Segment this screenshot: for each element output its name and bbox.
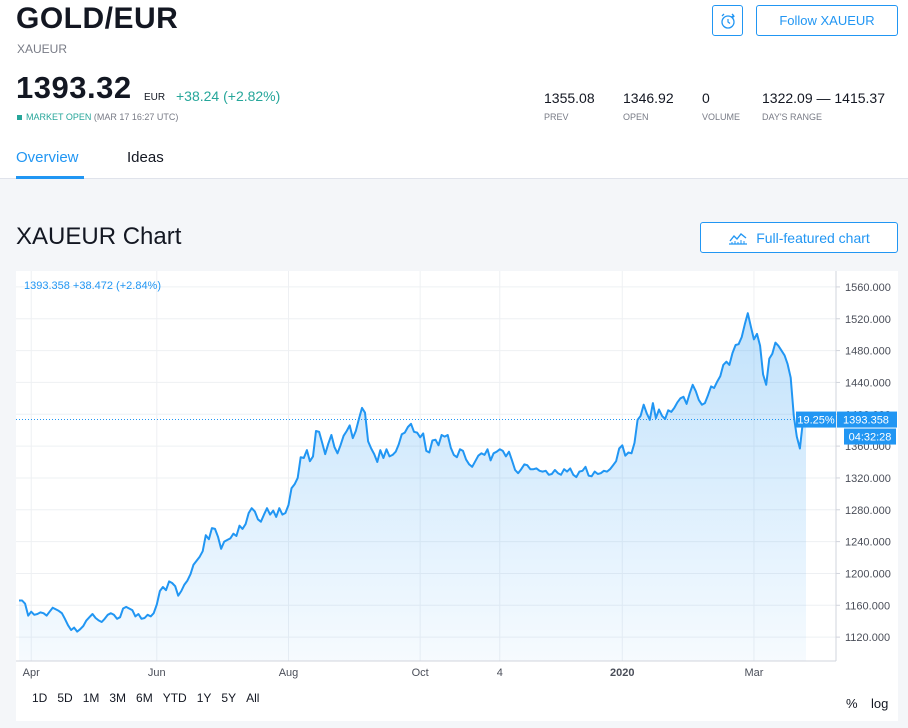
symbol-ticker: XAUEUR bbox=[17, 42, 68, 56]
y-tick-label: 1560.000 bbox=[845, 282, 891, 294]
stat-label: PREV bbox=[544, 112, 569, 122]
last-price: 1393.32 bbox=[16, 70, 132, 105]
stat-value: 1322.09 — 1415.37 bbox=[762, 90, 885, 106]
countdown-badge-label: 04:32:28 bbox=[849, 432, 892, 444]
y-tick-label: 1440.000 bbox=[845, 377, 891, 389]
stat-label: VOLUME bbox=[702, 112, 741, 122]
x-tick-label: 4 bbox=[497, 667, 503, 679]
chart-legend: 1393.358 +38.472 (+2.84%) bbox=[24, 280, 162, 292]
stat-value: 1355.08 bbox=[544, 90, 595, 106]
stat-volume: 0 VOLUME bbox=[702, 90, 740, 122]
tab-ideas[interactable]: Ideas bbox=[127, 149, 164, 166]
range-selector: 1D 5D 1M 3M 6M YTD 1Y 5Y All bbox=[32, 691, 269, 705]
symbol-title: GOLD/EUR bbox=[16, 2, 179, 35]
stat-label: DAY'S RANGE bbox=[762, 112, 823, 122]
last-price-badge-label: 1393.358 bbox=[843, 415, 889, 427]
tab-overview[interactable]: Overview bbox=[16, 149, 79, 166]
log-scale-toggle[interactable]: log bbox=[871, 696, 889, 711]
x-tick-label: Aug bbox=[279, 667, 299, 679]
stat-open: 1346.92 OPEN bbox=[623, 90, 674, 122]
follow-button[interactable]: Follow XAUEUR bbox=[756, 5, 898, 36]
y-tick-label: 1240.000 bbox=[845, 537, 891, 549]
y-tick-label: 1480.000 bbox=[845, 346, 891, 358]
stat-label: OPEN bbox=[623, 112, 649, 122]
range-5y[interactable]: 5Y bbox=[221, 691, 237, 705]
alert-button[interactable] bbox=[712, 5, 743, 36]
range-1m[interactable]: 1M bbox=[82, 691, 100, 705]
price-line bbox=[19, 312, 807, 633]
market-status-dot bbox=[17, 115, 22, 121]
price-chart[interactable]: 1560.0001520.0001480.0001440.0001400.000… bbox=[16, 271, 898, 721]
last-price-badge bbox=[837, 411, 897, 428]
range-all[interactable]: All bbox=[246, 691, 260, 705]
market-status: MARKET OPEN (MAR 17 16:27 UTC) bbox=[17, 112, 178, 122]
percent-badge-label: 19.25% bbox=[797, 415, 835, 427]
stat-prev: 1355.08 PREV bbox=[544, 90, 595, 122]
active-tab-indicator bbox=[16, 176, 84, 179]
y-tick-label: 1280.000 bbox=[845, 505, 891, 517]
x-tick-label: Mar bbox=[744, 667, 763, 679]
alarm-clock-icon bbox=[720, 13, 735, 29]
countdown-badge bbox=[844, 428, 896, 445]
x-tick-label: 2020 bbox=[610, 667, 634, 679]
x-tick-label: Jun bbox=[148, 667, 166, 679]
price-change: +38.24 (+2.82%) bbox=[176, 88, 281, 104]
y-tick-label: 1520.000 bbox=[845, 314, 891, 326]
x-tick-label: Apr bbox=[23, 667, 40, 679]
range-3m[interactable]: 3M bbox=[109, 691, 127, 705]
full-featured-chart-button[interactable]: Full-featured chart bbox=[700, 222, 898, 253]
full-featured-chart-label: Full-featured chart bbox=[756, 229, 870, 246]
chart-line-icon bbox=[729, 232, 748, 245]
range-1y[interactable]: 1Y bbox=[196, 691, 212, 705]
market-time: (MAR 17 16:27 UTC) bbox=[93, 112, 179, 122]
range-1d[interactable]: 1D bbox=[32, 691, 48, 705]
chart-canvas[interactable]: 1560.0001520.0001480.0001440.0001400.000… bbox=[16, 271, 898, 681]
percent-badge bbox=[796, 411, 836, 428]
price-area bbox=[19, 313, 806, 661]
range-ytd[interactable]: YTD bbox=[162, 691, 187, 705]
y-tick-label: 1200.000 bbox=[845, 568, 891, 580]
stat-value: 0 bbox=[702, 90, 710, 106]
percent-scale-toggle[interactable]: % bbox=[846, 696, 858, 711]
x-tick-label: Oct bbox=[412, 667, 429, 679]
range-6m[interactable]: 6M bbox=[136, 691, 153, 705]
stat-days-range: 1322.09 — 1415.37 DAY'S RANGE bbox=[762, 90, 885, 122]
market-status-text: MARKET OPEN bbox=[26, 112, 92, 122]
y-tick-label: 1120.000 bbox=[845, 632, 890, 644]
y-tick-label: 1160.000 bbox=[845, 600, 890, 612]
stat-value: 1346.92 bbox=[623, 90, 674, 106]
range-5d[interactable]: 5D bbox=[57, 691, 73, 705]
y-tick-label: 1320.000 bbox=[845, 473, 891, 485]
symbol-header: GOLD/EUR XAUEUR Follow XAUEUR 1393.32 EU… bbox=[0, 0, 908, 179]
price-currency: EUR bbox=[144, 92, 166, 103]
chart-section-title: XAUEUR Chart bbox=[16, 223, 182, 250]
